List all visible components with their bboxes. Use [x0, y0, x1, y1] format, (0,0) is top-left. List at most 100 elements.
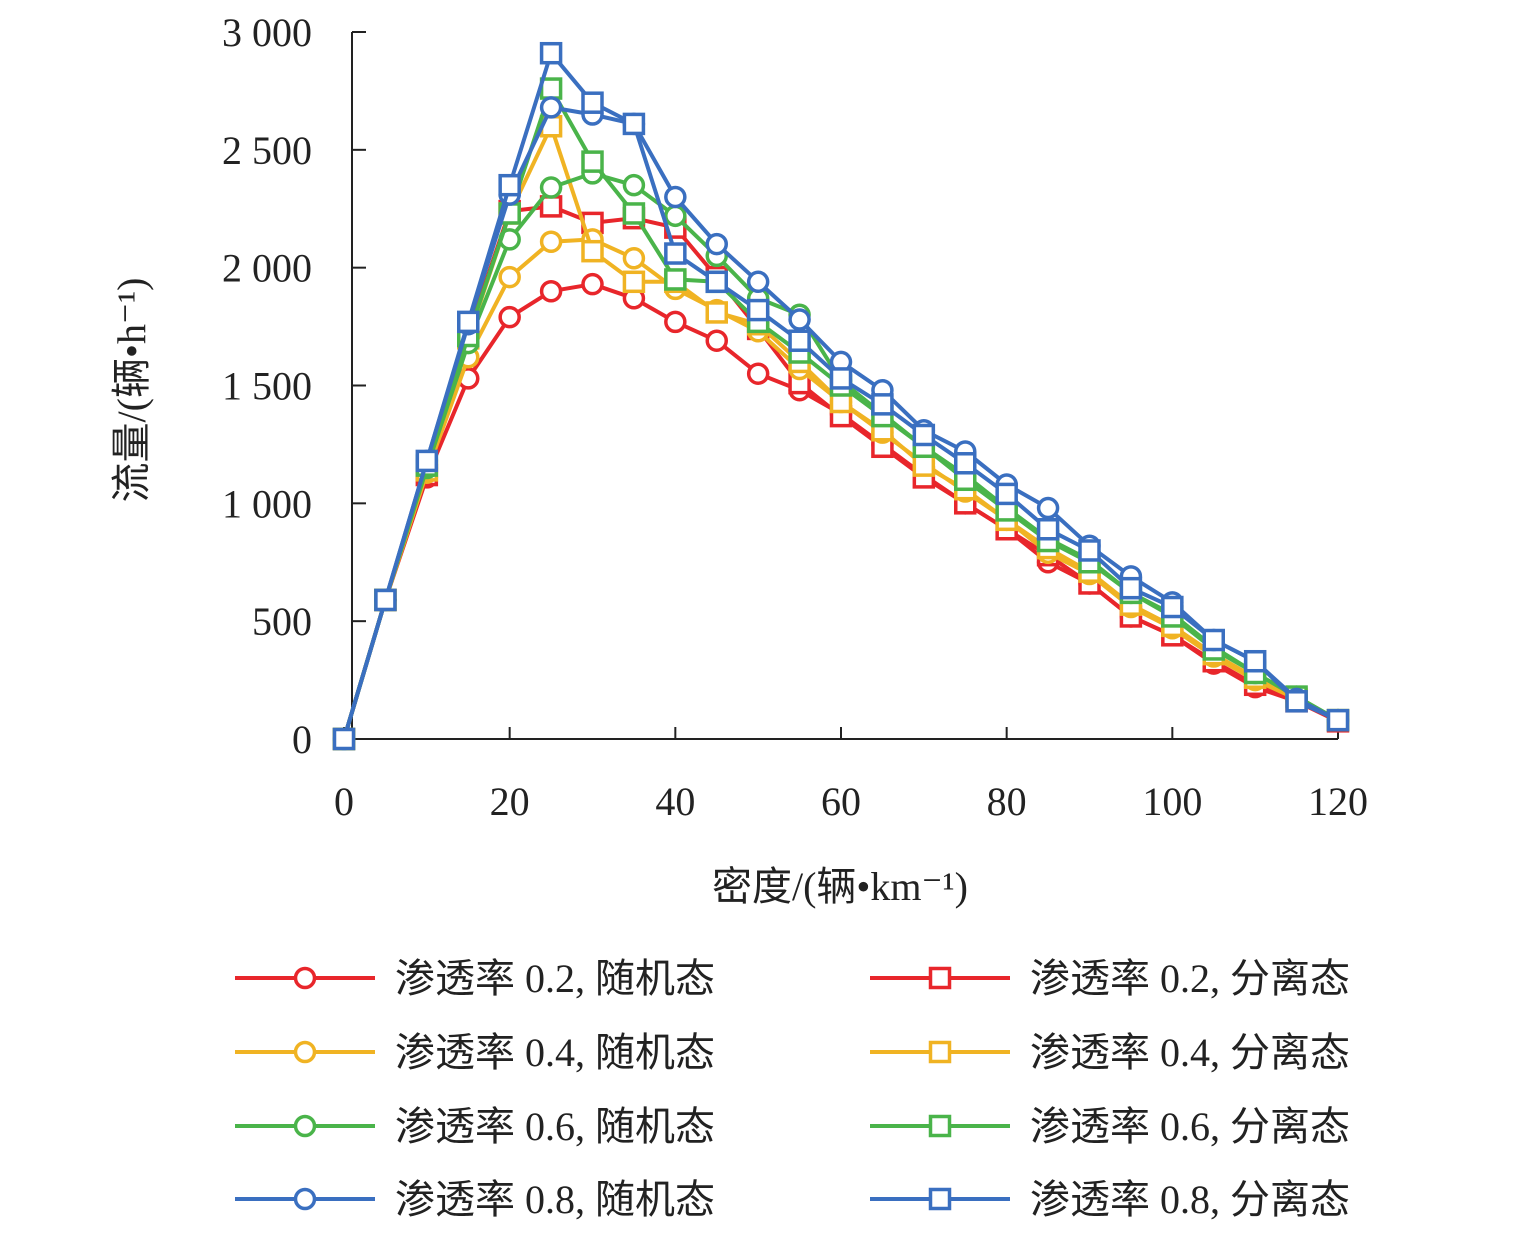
data-point-square [912, 423, 936, 447]
legend-label: 渗透率 0.4, 分离态 [1030, 1030, 1350, 1075]
data-point-circle [746, 270, 770, 294]
data-point-square [498, 173, 521, 197]
legend-label: 渗透率 0.8, 分离态 [1030, 1177, 1350, 1222]
legend-item: 渗透率 0.2, 随机态 [235, 956, 715, 1001]
data-point-square [374, 588, 397, 612]
data-point-square [1119, 576, 1143, 600]
x-axis-title: 密度/(辆•km⁻¹) [712, 864, 968, 909]
legend-marker-square [928, 1187, 952, 1211]
y-tick-label: 2 500 [222, 128, 312, 173]
data-point-square [1285, 690, 1308, 713]
data-point-square [871, 393, 894, 416]
y-tick-label: 0 [292, 717, 312, 762]
data-point-circle [539, 96, 563, 119]
data-point-square [1326, 708, 1350, 732]
x-tick-label: 20 [490, 779, 530, 824]
data-point-square [539, 195, 563, 218]
legend-marker-square [928, 1114, 952, 1138]
x-tick-label: 0 [334, 779, 354, 824]
data-point-square [1161, 595, 1184, 619]
legend-label: 渗透率 0.2, 随机态 [395, 956, 715, 1001]
series-8 [332, 41, 1350, 751]
legend-marker-circle [293, 966, 317, 990]
data-point-square [622, 270, 646, 294]
data-point-circle [622, 246, 646, 270]
legend-item: 渗透率 0.8, 随机态 [235, 1177, 715, 1222]
data-point-square [581, 239, 604, 263]
data-point-square [539, 77, 563, 100]
y-tick-label: 1 500 [222, 364, 312, 409]
data-point-square [664, 268, 687, 291]
series [332, 41, 1350, 751]
data-point-square [1243, 649, 1267, 673]
data-point-square [912, 454, 936, 477]
data-point-circle [622, 173, 646, 197]
data-point-circle [539, 176, 563, 199]
y-tick-label: 500 [252, 599, 312, 644]
legend-label: 渗透率 0.4, 随机态 [395, 1030, 715, 1075]
data-point-circle [581, 272, 604, 296]
data-point-square [457, 310, 480, 334]
legend-item: 渗透率 0.2, 分离态 [870, 956, 1350, 1001]
data-point-circle [664, 185, 687, 209]
data-point-circle [498, 305, 521, 329]
data-point-square [539, 41, 563, 65]
data-point-square [1078, 539, 1101, 562]
series-1 [332, 272, 1350, 751]
data-point-circle [664, 310, 687, 334]
data-point-circle [746, 362, 770, 385]
y-tick-label: 1 000 [222, 481, 312, 526]
legend-item: 渗透率 0.8, 分离态 [870, 1177, 1350, 1222]
x-tick-label: 100 [1142, 779, 1202, 824]
legend-marker-square [928, 1040, 952, 1064]
data-point-square [332, 727, 356, 751]
data-point-square [581, 150, 604, 173]
data-point-circle [539, 279, 563, 303]
series-3 [332, 228, 1350, 751]
data-point-square [788, 329, 811, 352]
data-point-square [829, 367, 853, 390]
data-point-circle [498, 265, 521, 289]
legend-item: 渗透率 0.4, 随机态 [235, 1030, 715, 1075]
data-point-square [664, 242, 687, 265]
legend-item: 渗透率 0.6, 分离态 [870, 1104, 1350, 1149]
legend-label: 渗透率 0.6, 随机态 [395, 1104, 715, 1149]
series-line [342, 237, 1339, 740]
series-4 [332, 115, 1350, 751]
data-point-square [705, 301, 728, 324]
ticks: 0 500 1 000 1 500 2 000 2 500 3 000 0 20 40 60 80 10… [222, 10, 1368, 824]
data-point-circle [1036, 496, 1060, 520]
y-tick-label: 2 000 [222, 246, 312, 291]
data-point-circle [788, 308, 811, 331]
x-tick-label: 120 [1308, 779, 1368, 824]
data-point-square [622, 112, 646, 136]
legend-item: 渗透率 0.4, 分离态 [870, 1030, 1350, 1075]
y-tick-label: 3 000 [222, 10, 312, 55]
data-point-circle [539, 230, 563, 253]
data-point-square [1202, 628, 1225, 652]
data-point-square [415, 449, 439, 473]
data-point-square [995, 482, 1018, 506]
data-point-circle [705, 329, 728, 352]
series-5 [332, 162, 1350, 751]
legend-marker-circle [293, 1114, 317, 1138]
legend-label: 渗透率 0.2, 分离态 [1030, 956, 1350, 1001]
data-point-square [954, 452, 977, 475]
y-axis-title: 流量/(辆•h⁻¹) [109, 278, 154, 503]
data-point-square [622, 202, 646, 225]
data-point-square [581, 91, 604, 114]
data-point-circle [664, 204, 687, 228]
data-point-square [746, 298, 770, 322]
data-point-square [1036, 518, 1060, 541]
legend-marker-circle [293, 1187, 317, 1211]
legend-marker-square [928, 966, 952, 990]
data-point-circle [705, 232, 728, 256]
x-tick-label: 80 [987, 779, 1027, 824]
legend-label: 渗透率 0.8, 随机态 [395, 1177, 715, 1222]
legend-marker-circle [293, 1040, 317, 1064]
legend-label: 渗透率 0.6, 分离态 [1030, 1104, 1350, 1149]
x-tick-label: 40 [655, 779, 695, 824]
legend-item: 渗透率 0.6, 随机态 [235, 1104, 715, 1149]
